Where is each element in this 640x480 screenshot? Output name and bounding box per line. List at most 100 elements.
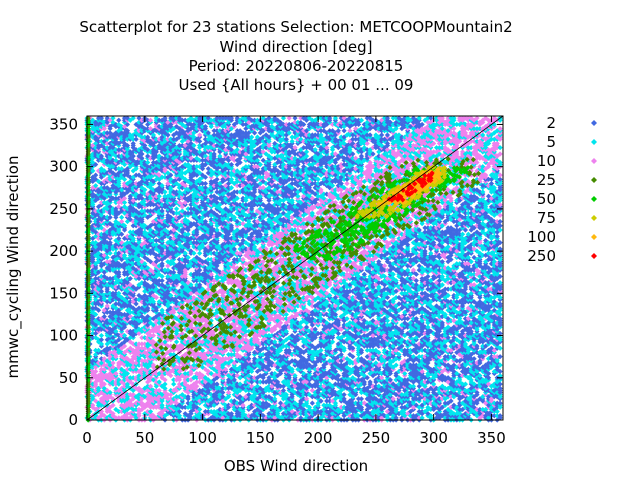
- data-point: [113, 273, 119, 280]
- data-point: [95, 337, 102, 343]
- data-point: [98, 180, 105, 187]
- data-point: [124, 400, 131, 406]
- data-point: [127, 375, 133, 381]
- data-point: [98, 267, 105, 273]
- data-point: [116, 117, 122, 123]
- data-point: [121, 290, 128, 296]
- data-point: [127, 267, 133, 273]
- title-line-1: Scatterplot for 23 stations Selection: M…: [79, 18, 512, 36]
- data-point: [90, 330, 96, 337]
- data-point: [90, 282, 96, 288]
- data-point: [119, 415, 125, 421]
- data-point: [101, 292, 107, 299]
- data-point: [124, 121, 131, 128]
- title-line-3: Period: 20220806-20220815: [189, 57, 404, 75]
- data-point: [130, 392, 136, 398]
- data-point: [121, 223, 128, 229]
- data-point: [139, 335, 145, 341]
- data-point: [104, 362, 110, 368]
- data-point: [133, 341, 139, 347]
- data-point: [90, 381, 96, 387]
- data-point: [127, 275, 133, 282]
- title-line-2: Wind direction [deg]: [220, 38, 373, 56]
- data-point: [121, 316, 128, 322]
- data-point: [124, 411, 131, 417]
- data-point: [95, 385, 102, 391]
- data-point: [107, 240, 113, 246]
- data-point: [98, 273, 105, 280]
- data-point: [110, 275, 116, 282]
- data-point: [104, 415, 110, 421]
- data-point: [107, 330, 113, 337]
- data-point: [130, 261, 136, 267]
- data-point: [133, 297, 139, 303]
- title-line-4: Used {All hours} + 00 01 ... 09: [179, 76, 414, 94]
- data-point: [116, 235, 122, 242]
- data-point: [98, 225, 105, 231]
- data-point: [93, 286, 99, 292]
- data-point: [90, 368, 96, 375]
- data-point: [104, 145, 110, 151]
- data-point: [136, 341, 142, 347]
- data-point: [113, 301, 119, 307]
- data-point: [136, 406, 142, 413]
- data-point: [113, 324, 119, 330]
- data-point: [139, 313, 145, 320]
- data-point: [130, 235, 136, 242]
- data-point: [127, 282, 133, 288]
- data-point: [110, 349, 116, 356]
- data-point: [116, 278, 122, 284]
- data-point: [139, 406, 145, 413]
- data-point: [95, 373, 102, 379]
- data-point: [121, 332, 128, 339]
- data-point: [121, 161, 128, 168]
- data-point: [130, 136, 136, 142]
- data-point: [136, 362, 142, 368]
- data-point: [110, 157, 116, 163]
- data-point: [124, 392, 131, 398]
- data-point: [119, 218, 125, 225]
- data-point: [101, 313, 107, 320]
- data-point: [124, 370, 131, 377]
- data-point: [98, 337, 105, 343]
- data-point: [101, 252, 107, 258]
- data-point: [93, 208, 99, 214]
- data-point: [121, 349, 128, 356]
- data-point: [90, 168, 96, 174]
- data-point: [98, 389, 105, 396]
- data-point: [98, 252, 105, 258]
- data-point: [113, 370, 119, 377]
- data-point: [119, 311, 125, 318]
- data-point: [95, 246, 102, 252]
- data-point: [110, 195, 116, 201]
- data-point: [95, 347, 102, 353]
- data-point: [121, 282, 128, 288]
- data-point: [121, 368, 128, 375]
- data-point: [124, 366, 131, 372]
- data-point: [113, 166, 119, 172]
- data-point: [133, 267, 139, 273]
- data-point: [110, 396, 116, 402]
- data-point: [127, 415, 133, 421]
- data-point: [107, 404, 113, 410]
- data-point: [113, 305, 119, 311]
- data-point: [121, 278, 128, 284]
- data-point: [127, 132, 133, 138]
- data-point: [104, 214, 110, 220]
- data-point: [95, 377, 102, 383]
- data-point: [133, 136, 139, 142]
- data-point: [95, 178, 102, 185]
- data-point: [93, 172, 99, 178]
- data-point: [130, 153, 136, 159]
- data-point: [127, 320, 133, 326]
- data-point: [121, 311, 128, 318]
- data-point: [139, 387, 145, 394]
- data-point: [90, 402, 96, 408]
- data-point: [95, 400, 102, 406]
- data-point: [127, 149, 133, 155]
- data-point: [98, 132, 105, 138]
- data-point: [95, 138, 102, 144]
- data-point: [107, 389, 113, 396]
- data-point: [110, 115, 116, 121]
- data-point: [98, 166, 105, 172]
